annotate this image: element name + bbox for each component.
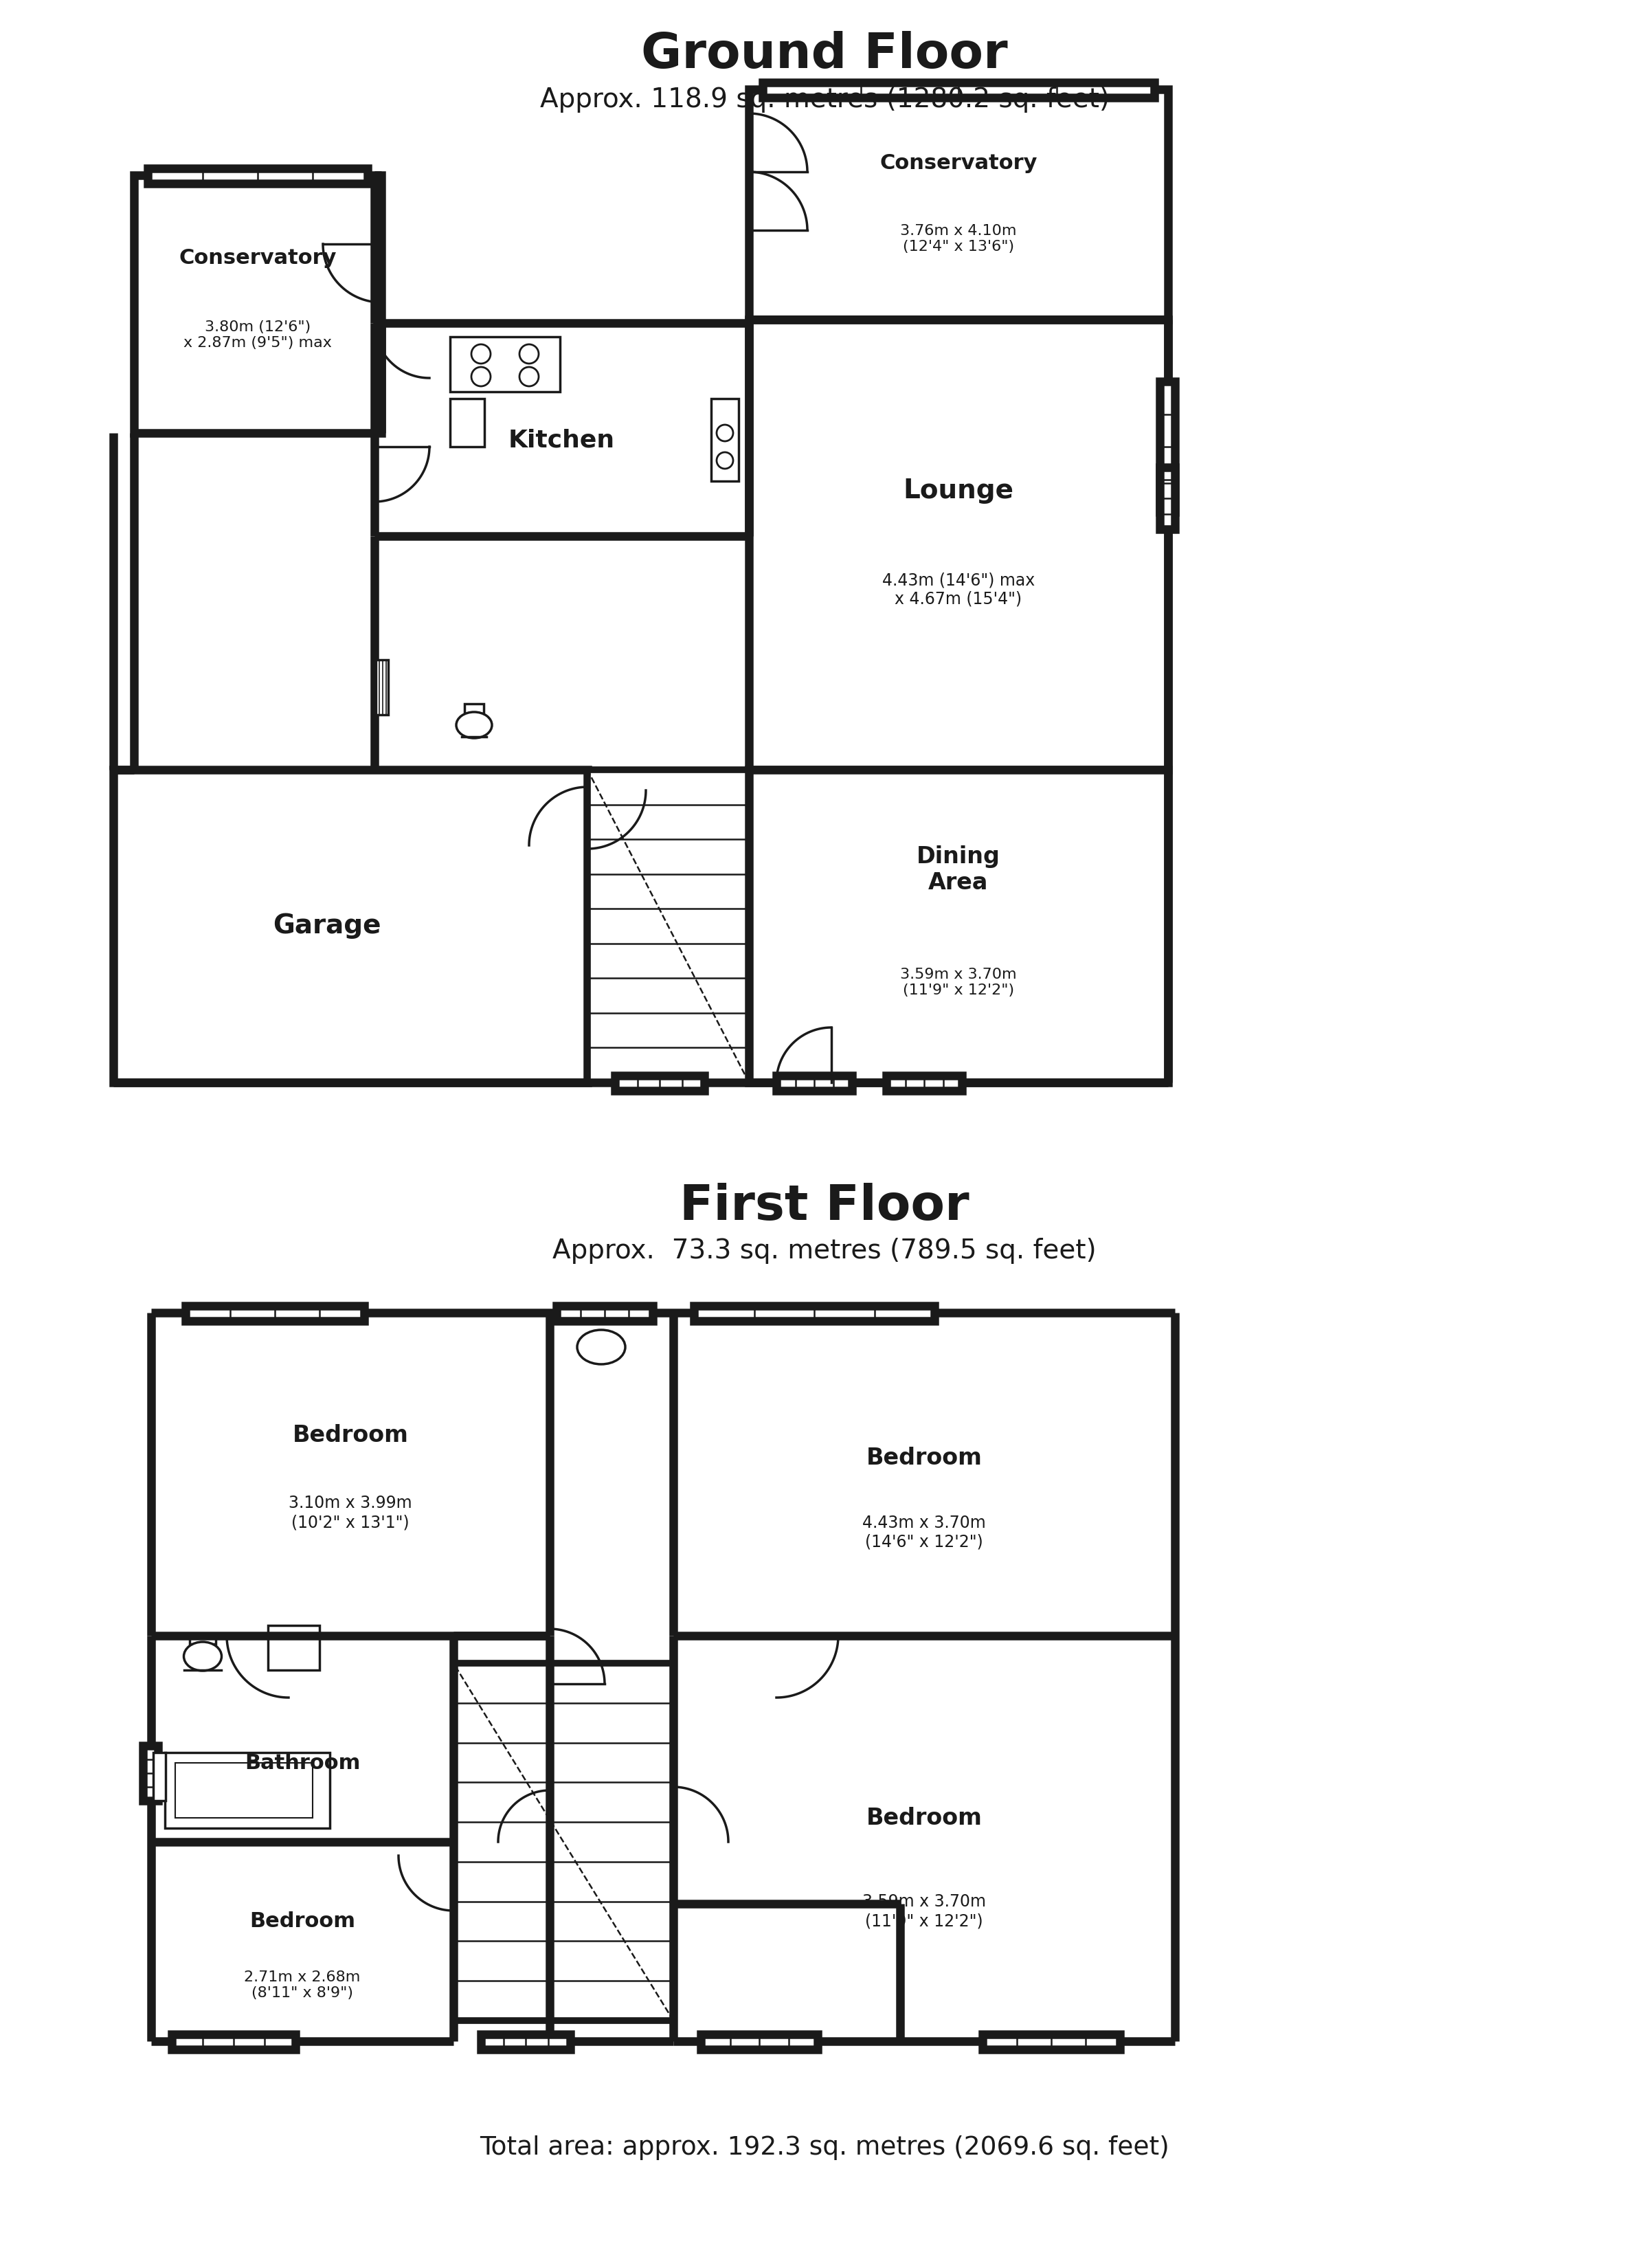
Bar [165,1753,330,1828]
Ellipse shape [577,1329,625,1365]
Text: First Floor: First Floor [679,1182,970,1229]
Text: Bedroom: Bedroom [866,1447,983,1470]
Text: Bathroom: Bathroom [244,1753,359,1774]
Text: 3.80m (12'6")
x 2.87m (9'5") max: 3.80m (12'6") x 2.87m (9'5") max [183,320,331,349]
Text: 2.71m x 2.68m
(8'11" x 8'9"): 2.71m x 2.68m (8'11" x 8'9") [244,1971,361,2000]
Bar [749,320,1167,769]
Bar [114,769,587,1082]
Text: Bedroom: Bedroom [292,1424,409,1447]
Bar [134,175,381,433]
Bar [148,168,368,184]
Circle shape [519,367,539,386]
Text: Bedroom: Bedroom [249,1912,355,1932]
Bar [153,1753,165,1801]
Circle shape [717,424,734,442]
Text: Lounge: Lounge [904,479,1014,503]
Circle shape [472,345,491,363]
Text: 4.43m (14'6") max
x 4.67m (15'4"): 4.43m (14'6") max x 4.67m (15'4") [882,572,1036,608]
Bar [482,2034,571,2050]
Text: Conservatory: Conservatory [879,152,1037,172]
Text: Approx.  73.3 sq. metres (789.5 sq. feet): Approx. 73.3 sq. metres (789.5 sq. feet) [552,1238,1097,1263]
Bar [615,1075,704,1091]
Circle shape [472,367,491,386]
Text: Dining
Area: Dining Area [917,846,1001,894]
Text: Total area: approx. 192.3 sq. metres (2069.6 sq. feet): Total area: approx. 192.3 sq. metres (20… [480,2136,1169,2159]
Bar [887,1075,961,1091]
Ellipse shape [457,712,491,737]
Bar [453,1662,673,2021]
Text: 3.59m x 3.70m
(11'9" x 12'2"): 3.59m x 3.70m (11'9" x 12'2") [900,968,1017,998]
Bar [701,2034,818,2050]
Bar [777,1075,853,1091]
Bar [749,769,1167,1082]
Bar [1159,467,1174,528]
Bar [983,2034,1120,2050]
Text: 3.10m x 3.99m
(10'2" x 13'1"): 3.10m x 3.99m (10'2" x 13'1") [289,1495,412,1531]
Text: Ground Floor: Ground Floor [641,32,1008,79]
Bar [587,769,749,1082]
Circle shape [717,451,734,469]
Bar [557,1306,653,1320]
Text: Kitchen: Kitchen [508,429,615,451]
Text: 3.59m x 3.70m
(11'9" x 12'2"): 3.59m x 3.70m (11'9" x 12'2") [862,1894,986,1930]
Text: Bedroom: Bedroom [866,1808,983,1830]
Bar [762,82,1154,98]
Circle shape [519,345,539,363]
Bar [376,660,388,714]
Bar [694,1306,935,1320]
Text: 3.76m x 4.10m
(12'4" x 13'6"): 3.76m x 4.10m (12'4" x 13'6") [900,225,1017,254]
Bar [450,399,485,447]
Bar [749,88,1167,320]
Bar [143,1746,158,1801]
Ellipse shape [183,1642,221,1672]
Bar [450,336,561,392]
Text: Garage: Garage [272,914,381,939]
Text: Approx. 118.9 sq. metres (1280.2 sq. feet): Approx. 118.9 sq. metres (1280.2 sq. fee… [539,86,1110,113]
Bar [185,1306,364,1320]
Text: Conservatory: Conservatory [178,247,336,268]
Bar [190,1635,216,1644]
Bar [1159,381,1174,513]
Bar [175,1762,313,1819]
Bar [267,1626,320,1669]
Bar [711,399,739,481]
Text: 4.43m x 3.70m
(14'6" x 12'2"): 4.43m x 3.70m (14'6" x 12'2") [862,1515,986,1549]
Bar [465,703,483,714]
Bar [171,2034,295,2050]
